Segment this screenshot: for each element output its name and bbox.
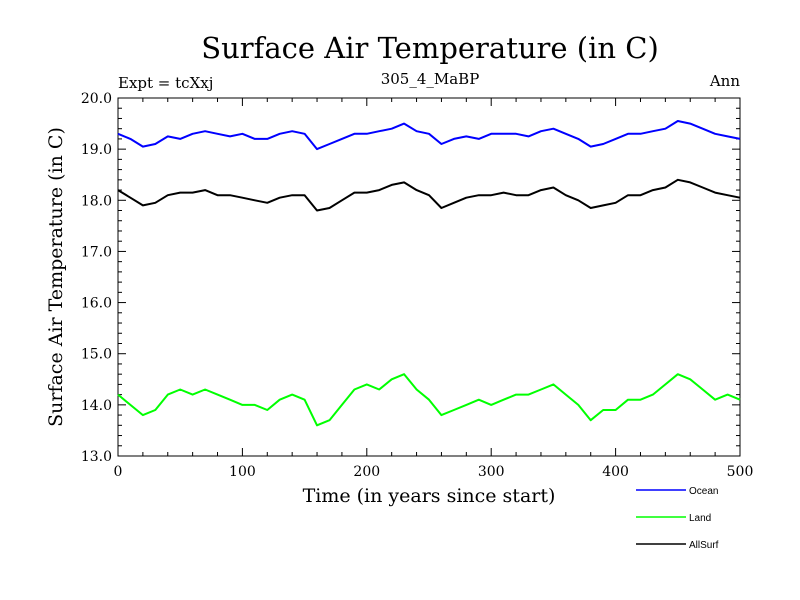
x-tick-label-300: 300 xyxy=(478,464,505,480)
x-tick-label-200: 200 xyxy=(353,464,380,480)
x-tick-label-500: 500 xyxy=(727,464,754,480)
series-line-allsurf xyxy=(117,178,741,212)
y-tick-label-13.0: 13.0 xyxy=(81,449,112,465)
x-axis-label: Time (in years since start) xyxy=(303,485,556,507)
experiment-label: Expt = tcXxj xyxy=(118,74,213,92)
legend-label-allsurf: AllSurf xyxy=(689,540,719,551)
series-line-ocean xyxy=(117,120,741,151)
legend-label-ocean: Ocean xyxy=(689,486,718,497)
legend-label-land: Land xyxy=(689,513,711,524)
season-label: Ann xyxy=(709,72,740,90)
y-tick-label-18.0: 18.0 xyxy=(81,193,112,209)
y-tick-label-20.0: 20.0 xyxy=(81,91,112,107)
y-tick-label-17.0: 17.0 xyxy=(81,244,112,260)
y-axis-label: Surface Air Temperature (in C) xyxy=(45,127,67,427)
legend: Ocean Land AllSurf xyxy=(636,486,719,551)
y-tick-label-16.0: 16.0 xyxy=(81,296,112,312)
plot-frame xyxy=(117,97,741,457)
axis-ticks: 0 100 200 300 400 500 13.0 14.0 15.0 16.0 17.0 18.0… xyxy=(81,91,754,480)
y-tick-label-19.0: 19.0 xyxy=(81,142,112,158)
series-line-land xyxy=(117,373,741,427)
y-tick-label-14.0: 14.0 xyxy=(81,398,112,414)
x-tick-label-400: 400 xyxy=(602,464,629,480)
series-lines xyxy=(117,120,741,427)
chart-title: Surface Air Temperature (in C) xyxy=(201,31,659,65)
chart-subtitle: 305_4_MaBP xyxy=(381,70,480,88)
x-tick-label-0: 0 xyxy=(114,464,123,480)
x-tick-label-100: 100 xyxy=(229,464,256,480)
y-tick-label-15.0: 15.0 xyxy=(81,347,112,363)
